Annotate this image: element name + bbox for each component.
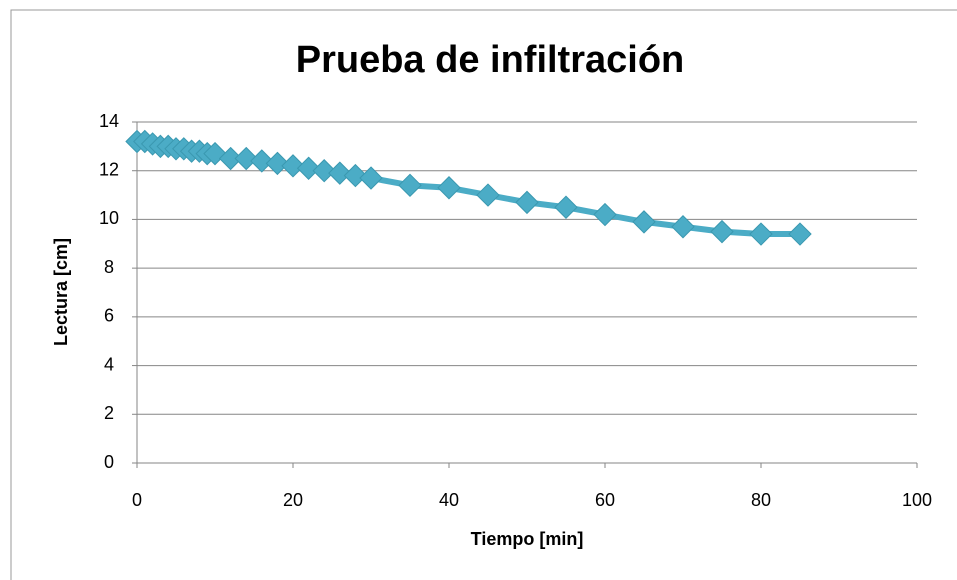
- x-tick-label: 100: [902, 490, 932, 510]
- y-tick-label: 14: [99, 111, 119, 131]
- data-point: [312, 159, 336, 183]
- x-tick-label: 40: [439, 490, 459, 510]
- y-tick-label: 4: [104, 354, 114, 374]
- y-tick-label: 0: [104, 452, 114, 472]
- data-point: [710, 219, 734, 244]
- data-point: [671, 215, 695, 239]
- y-tick-label: 10: [99, 208, 119, 228]
- data-point: [554, 195, 578, 219]
- y-tick-label: 6: [104, 306, 114, 326]
- y-axis-title: Lectura [cm]: [51, 238, 71, 346]
- data-point: [218, 146, 243, 171]
- chart-frame: [10, 9, 957, 580]
- data-point: [632, 210, 656, 234]
- data-point: [593, 202, 617, 227]
- data-point: [328, 161, 352, 185]
- x-tick-label: 0: [132, 490, 142, 510]
- y-tick-label: 8: [104, 257, 114, 277]
- x-tick-label: 20: [283, 490, 303, 510]
- data-point: [749, 222, 773, 246]
- data-point: [788, 222, 812, 246]
- x-axis-title: Tiempo [min]: [471, 529, 584, 549]
- data-point: [343, 163, 368, 188]
- data-point: [398, 173, 422, 198]
- y-tick-label: 12: [99, 159, 119, 179]
- data-point: [265, 151, 290, 176]
- x-tick-label: 60: [595, 490, 615, 510]
- data-point: [359, 166, 383, 190]
- data-point: [281, 154, 305, 178]
- y-tick-label: 2: [104, 403, 114, 423]
- chart-title: Prueba de infiltración: [296, 39, 685, 81]
- data-point: [476, 183, 500, 207]
- x-tick-label: 80: [751, 490, 771, 510]
- data-point: [296, 156, 321, 180]
- data-point: [437, 176, 461, 200]
- data-point: [234, 146, 258, 171]
- data-point: [515, 190, 539, 215]
- data-point: [250, 149, 274, 173]
